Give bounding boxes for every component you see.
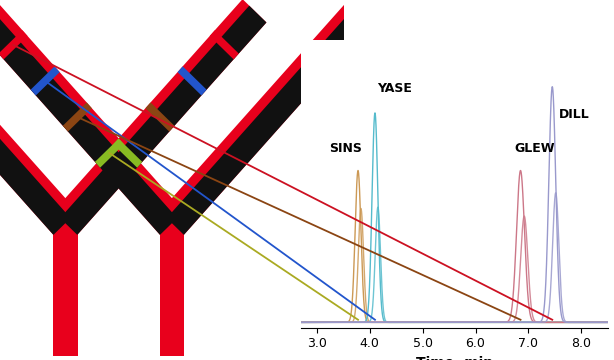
Polygon shape (0, 6, 71, 235)
Polygon shape (60, 6, 266, 235)
X-axis label: Time, min: Time, min (416, 356, 493, 360)
Polygon shape (53, 223, 78, 356)
Polygon shape (160, 223, 184, 356)
Polygon shape (0, 30, 28, 59)
Polygon shape (0, 6, 177, 235)
Polygon shape (31, 66, 60, 95)
Polygon shape (63, 103, 92, 131)
Polygon shape (166, 6, 373, 235)
Polygon shape (95, 139, 124, 168)
Polygon shape (177, 66, 206, 95)
Text: DILL: DILL (559, 108, 589, 121)
Polygon shape (53, 0, 266, 235)
Polygon shape (0, 0, 77, 235)
Polygon shape (146, 103, 174, 131)
Text: GLEW: GLEW (514, 142, 554, 155)
Text: SINS: SINS (329, 142, 362, 155)
Polygon shape (0, 0, 184, 235)
Polygon shape (113, 139, 142, 168)
Polygon shape (160, 0, 373, 235)
Text: YASE: YASE (377, 82, 412, 95)
Polygon shape (210, 30, 239, 59)
